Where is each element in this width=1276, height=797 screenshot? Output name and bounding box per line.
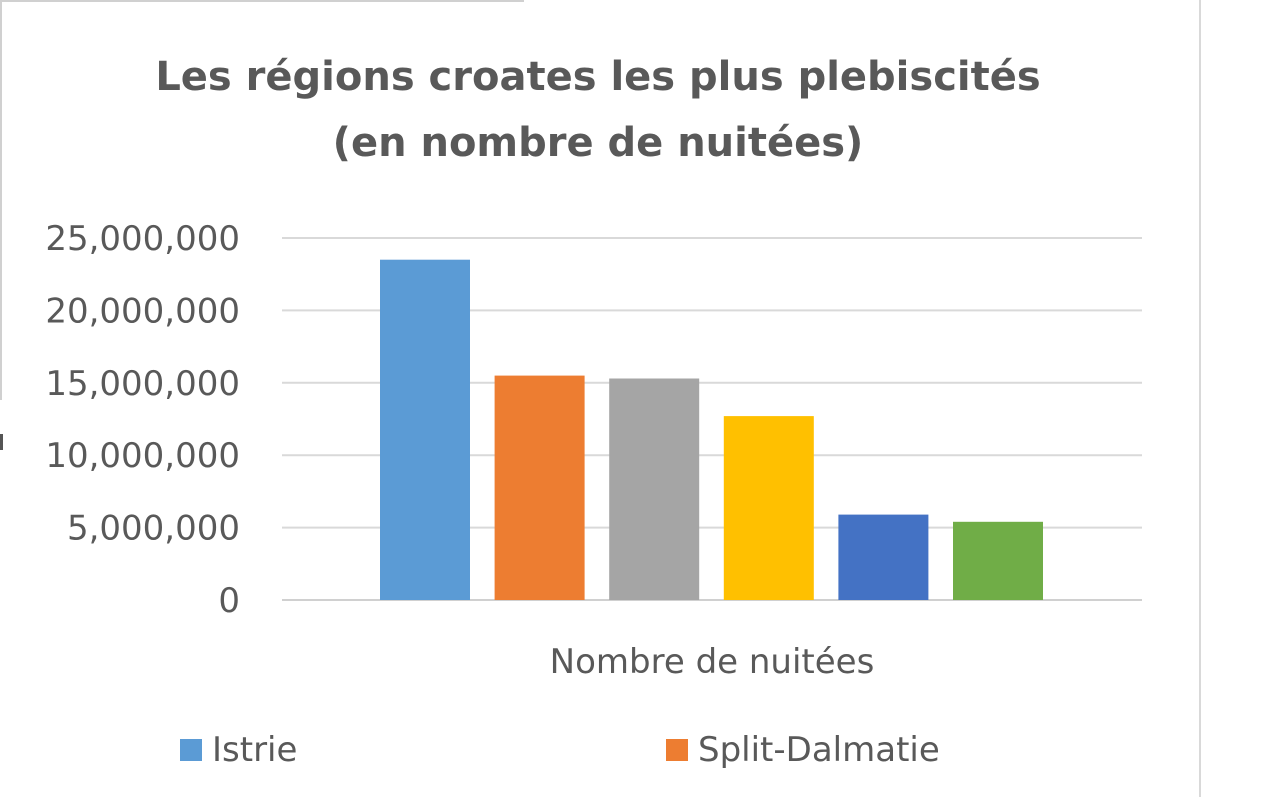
x-axis-label: Nombre de nuitées (550, 642, 875, 682)
y-tick-label: 5,000,000 (67, 509, 240, 549)
legend-item-istrie: Istrie (180, 730, 297, 770)
chart-title: Les régions croates les plus plebiscités… (0, 44, 1196, 176)
legend-swatch-split-dalmatie (666, 739, 688, 761)
bar-series-6 (953, 521, 1043, 600)
bars (380, 259, 1043, 600)
frame-top-border (0, 0, 524, 2)
y-tick-label: 20,000,000 (45, 291, 240, 331)
legend-label-split-dalmatie: Split-Dalmatie (698, 730, 940, 770)
y-tick-label: 15,000,000 (45, 364, 240, 404)
bar-chart: 0 5,000,000 10,000,000 15,000,000 20,000,000… (45, 219, 1142, 682)
legend-label-istrie: Istrie (212, 730, 298, 770)
chart-title-line-1: Les régions croates les plus plebiscités (155, 54, 1041, 100)
frame-left-border (0, 0, 2, 400)
y-tick-label: 10,000,000 (45, 436, 240, 476)
frame-edge-mark (0, 434, 3, 450)
frame-right-border (1199, 0, 1201, 797)
legend-item-split-dalmatie: Split-Dalmatie (666, 730, 940, 770)
legend-swatch-istrie (180, 739, 202, 761)
bar-series-4 (723, 416, 814, 600)
y-axis-tick-labels: 0 5,000,000 10,000,000 15,000,000 20,000,000… (45, 219, 240, 621)
bar-split-dalmatie (494, 375, 585, 600)
y-tick-label: 25,000,000 (45, 219, 240, 259)
chart-legend: Istrie Split-Dalmatie (0, 730, 1196, 790)
bar-series-5 (838, 514, 929, 600)
chart-title-line-2: (en nombre de nuitées) (332, 120, 864, 166)
bar-istrie (380, 259, 470, 600)
bar-series-3 (609, 378, 700, 600)
y-tick-label: 0 (218, 581, 240, 621)
